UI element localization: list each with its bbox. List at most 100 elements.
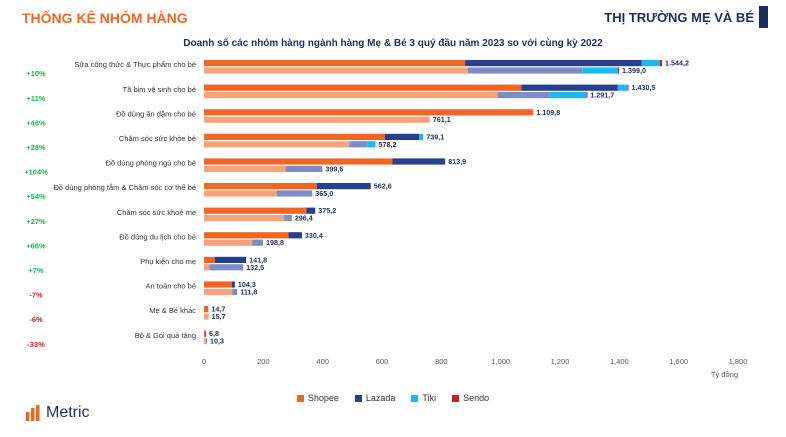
category-label-ta-bim-ve-sinh-cho-be: Tã bỉm vệ sinh cho bé <box>123 85 196 94</box>
bar-current-sendo-bo-goi-qua-tang <box>205 330 207 337</box>
data-label-previous-do-dung-phong-ngu-cho-be: 399,6 <box>325 164 343 173</box>
bar-previous-lazada-ta-bim-ve-sinh-cho-be <box>497 92 550 99</box>
data-label-current-cham-soc-suc-khoe-me: 375,2 <box>318 206 336 215</box>
legend-swatch-sendo <box>452 394 460 402</box>
data-label-previous-sua-cong-thuc-thuc-pham-cho-be: 1.399,0 <box>622 66 646 75</box>
data-label-previous-an-toan-cho-be: 111,8 <box>240 287 257 296</box>
growth-label-phu-kien-cho-me: +7% <box>28 266 44 275</box>
x-tick-label: 1,600 <box>669 357 688 366</box>
data-label-previous-do-dung-du-lich-cho-be: 198,8 <box>266 238 284 247</box>
x-tick-label: 1,800 <box>729 357 748 366</box>
x-tick-label: 200 <box>257 357 270 366</box>
data-label-current-cham-soc-suc-khoe-be: 739,1 <box>426 132 444 141</box>
category-label-phu-kien-cho-me: Phụ kiện cho mẹ <box>140 257 196 266</box>
data-label-previous-cham-soc-suc-khoe-me: 296,4 <box>295 214 313 223</box>
bar-current-lazada-do-dung-phong-tam-cham-soc-co-the-be <box>316 183 371 190</box>
legend-item-lazada: Lazada <box>354 393 396 403</box>
legend-label-sendo: Sendo <box>463 393 490 403</box>
bar-current-tiki-cham-soc-suc-khoe-be <box>419 133 424 140</box>
x-tick-label: 1,400 <box>610 357 629 366</box>
bar-previous-shopee-sua-cong-thuc-thuc-pham-cho-be <box>204 67 469 74</box>
category-label-sua-cong-thuc-thuc-pham-cho-be: Sữa công thức & Thực phẩm cho bé <box>74 60 196 69</box>
bar-previous-lazada-sua-cong-thuc-thuc-pham-cho-be <box>468 67 583 74</box>
bar-current-lazada-phu-kien-cho-me <box>214 256 247 263</box>
bar-current-sendo-sua-cong-thuc-thuc-pham-cho-be <box>659 60 663 67</box>
bar-current-lazada-sua-cong-thuc-thuc-pham-cho-be <box>465 60 642 67</box>
bar-previous-shopee-me-be-khac <box>204 313 209 320</box>
bar-previous-lazada-cham-soc-suc-khoe-be <box>349 141 368 148</box>
x-tick-label: 600 <box>376 357 389 366</box>
category-label-bo-goi-qua-tang: Bộ & Gói quà tặng <box>135 331 196 340</box>
bar-current-lazada-cham-soc-suc-khoe-me <box>306 207 316 214</box>
bar-current-shopee-sua-cong-thuc-thuc-pham-cho-be <box>204 60 466 67</box>
bar-current-lazada-ta-bim-ve-sinh-cho-be <box>521 84 618 91</box>
bar-previous-shopee-do-dung-phong-ngu-cho-be <box>204 165 286 172</box>
category-label-do-dung-phong-ngu-cho-be: Đồ dùng phòng ngủ cho bé <box>106 159 197 168</box>
bar-previous-lazada-do-dung-phong-tam-cham-soc-co-the-be <box>276 190 313 197</box>
data-label-previous-bo-goi-qua-tang: 10,3 <box>210 337 224 346</box>
bar-current-shopee-me-be-khac <box>204 306 209 313</box>
bar-current-shopee-cham-soc-suc-khoe-be <box>204 133 385 140</box>
bar-previous-lazada-phu-kien-cho-me <box>209 264 244 271</box>
section-title: THỐNG KÊ NHÓM HÀNG <box>22 10 188 26</box>
legend-label-lazada: Lazada <box>365 393 396 403</box>
bar-previous-lazada-cham-soc-suc-khoe-me <box>284 215 292 222</box>
data-label-previous-ta-bim-ve-sinh-cho-be: 1.291,7 <box>590 91 614 100</box>
x-tick-label: 800 <box>435 357 448 366</box>
bar-previous-shopee-do-dung-du-lich-cho-be <box>204 239 253 246</box>
legend-item-tiki: Tiki <box>411 393 436 403</box>
bar-previous-shopee-do-dung-phong-tam-cham-soc-co-the-be <box>204 190 277 197</box>
legend-label-shopee: Shopee <box>307 393 339 403</box>
bar-current-sendo-ta-bim-ve-sinh-cho-be <box>627 84 629 91</box>
x-tick-label: 1,000 <box>491 357 510 366</box>
chart-legend: Shopee Lazada Tiki Sendo <box>0 393 786 403</box>
growth-label-an-toan-cho-be: -7% <box>29 291 43 300</box>
bar-previous-shopee-cham-soc-suc-khoe-be <box>204 141 350 148</box>
bar-current-lazada-do-dung-phong-ngu-cho-be <box>392 158 446 165</box>
legend-item-shopee: Shopee <box>296 393 339 403</box>
bar-current-shopee-do-dung-an-dam-cho-be <box>204 109 534 116</box>
growth-label-cham-soc-suc-khoe-be: +28% <box>26 143 46 152</box>
bar-current-tiki-ta-bim-ve-sinh-cho-be <box>617 84 628 91</box>
chart-title: Doanh số các nhóm hàng ngành hàng Mẹ & B… <box>183 38 603 49</box>
growth-label-do-dung-phong-ngu-cho-be: +104% <box>24 168 48 177</box>
category-label-cham-soc-suc-khoe-be: Chăm sóc sức khỏe bé <box>119 134 196 143</box>
data-label-current-me-be-khac: 14,7 <box>211 305 225 314</box>
x-axis-unit-label: Tỷ đồng <box>711 370 738 379</box>
data-label-previous-phu-kien-cho-me: 132,5 <box>246 263 264 272</box>
bar-previous-sendo-ta-bim-ve-sinh-cho-be <box>586 92 588 99</box>
data-label-previous-me-be-khac: 15,7 <box>212 312 226 321</box>
bar-previous-lazada-bo-goi-qua-tang <box>206 338 208 345</box>
bar-previous-lazada-an-toan-cho-be <box>232 288 238 295</box>
data-label-previous-do-dung-an-dam-cho-be: 761,1 <box>433 115 451 124</box>
category-label-do-dung-phong-tam-cham-soc-co-the-be: Đồ dùng phòng tắm & Chăm sóc cơ thể bé <box>54 183 197 192</box>
bar-current-lazada-cham-soc-suc-khoe-be <box>384 133 420 140</box>
bar-current-shopee-an-toan-cho-be <box>204 281 232 288</box>
data-label-current-do-dung-phong-tam-cham-soc-co-the-be: 562,6 <box>374 182 392 191</box>
bar-previous-tiki-ta-bim-ve-sinh-cho-be <box>549 92 587 99</box>
bar-previous-sendo-sua-cong-thuc-thuc-pham-cho-be <box>617 67 620 74</box>
category-label-cham-soc-suc-khoe-me: Chăm sóc sức khoẻ mẹ <box>117 208 196 217</box>
growth-label-do-dung-phong-tam-cham-soc-co-the-be: +54% <box>26 192 46 201</box>
bar-current-shopee-ta-bim-ve-sinh-cho-be <box>204 84 522 91</box>
growth-label-bo-goi-qua-tang: -33% <box>27 340 45 349</box>
data-label-current-bo-goi-qua-tang: 6,8 <box>209 329 219 338</box>
growth-label-me-be-khac: -6% <box>29 315 43 324</box>
data-label-current-an-toan-cho-be: 104,3 <box>238 280 256 289</box>
legend-swatch-lazada <box>354 394 362 402</box>
x-tick-label: 0 <box>202 357 206 366</box>
x-tick-label: 1,200 <box>551 357 570 366</box>
bar-current-shopee-cham-soc-suc-khoe-me <box>204 207 307 214</box>
category-label-an-toan-cho-be: An toàn cho bé <box>146 282 196 291</box>
data-label-previous-do-dung-phong-tam-cham-soc-co-the-be: 365,0 <box>315 189 333 198</box>
growth-label-cham-soc-suc-khoe-me: +27% <box>26 217 46 226</box>
header-accent-bar <box>759 6 768 28</box>
bar-previous-shopee-bo-goi-qua-tang <box>204 338 207 345</box>
data-label-current-do-dung-an-dam-cho-be: 1.109,8 <box>536 108 560 117</box>
brand-name: Metric <box>46 404 90 421</box>
bar-previous-shopee-phu-kien-cho-me <box>204 264 210 271</box>
data-label-current-phu-kien-cho-me: 141,8 <box>249 255 267 264</box>
data-label-current-do-dung-phong-ngu-cho-be: 813,9 <box>448 157 466 166</box>
bar-current-shopee-do-dung-du-lich-cho-be <box>204 232 289 239</box>
